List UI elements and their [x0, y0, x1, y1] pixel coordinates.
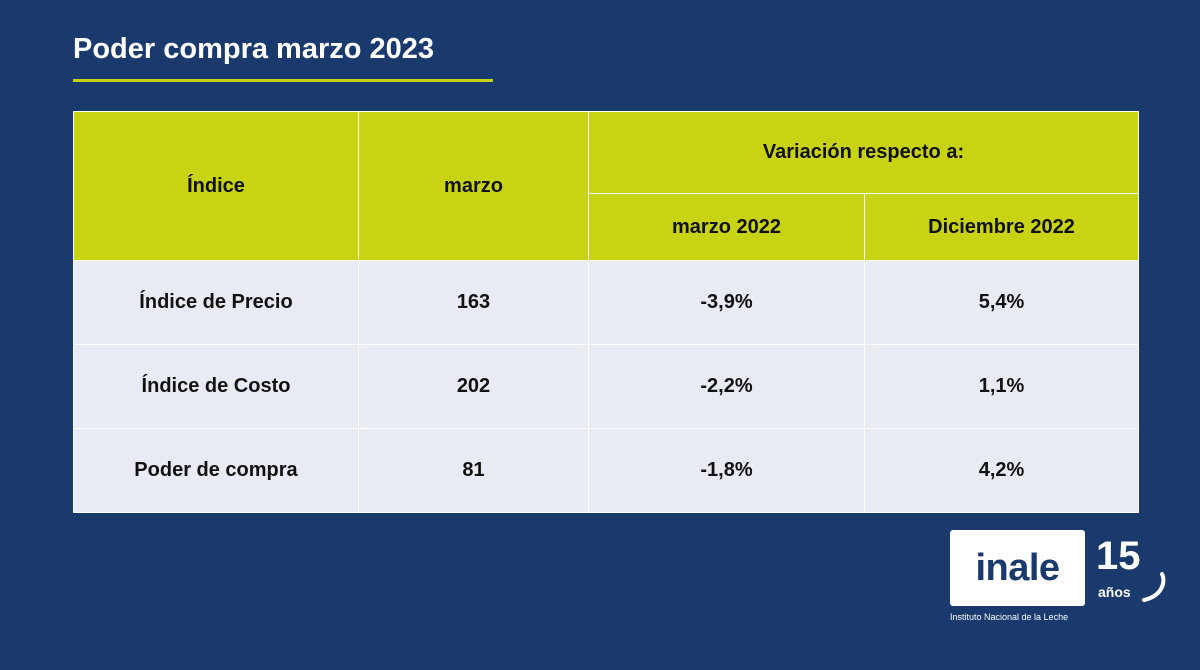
- cell-marzo: 163: [358, 260, 589, 345]
- cell-diciembre-2022: 5,4%: [863, 260, 1140, 345]
- table-row: Poder de compra 81 -1,8% 4,2%: [73, 428, 1140, 513]
- header-diciembre-2022: Diciembre 2022: [863, 193, 1140, 261]
- header-indice: Índice: [73, 111, 359, 261]
- logo-word: inale: [975, 546, 1060, 589]
- table-row: Índice de Costo 202 -2,2% 1,1%: [73, 344, 1140, 429]
- inale-logo: inale: [950, 530, 1085, 606]
- title-underline: [73, 79, 493, 82]
- cell-marzo-2022: -3,9%: [588, 260, 865, 345]
- cell-diciembre-2022: 4,2%: [863, 428, 1140, 513]
- cell-marzo: 81: [358, 428, 589, 513]
- cell-diciembre-2022: 1,1%: [863, 344, 1140, 429]
- page-title: Poder compra marzo 2023: [73, 33, 435, 65]
- table-subheader-row: marzo 2022 Diciembre 2022: [74, 193, 1140, 261]
- purchasing-power-table: Índice marzo Variación respecto a: marzo…: [73, 111, 1140, 513]
- anniversary-years-label: años: [1098, 584, 1131, 600]
- header-marzo: marzo: [358, 111, 589, 261]
- table-row: Índice de Precio 163 -3,9% 5,4%: [73, 260, 1140, 345]
- cell-marzo-2022: -1,8%: [588, 428, 865, 513]
- cell-indice: Índice de Precio: [73, 260, 359, 345]
- cell-marzo: 202: [358, 344, 589, 429]
- cell-indice: Índice de Costo: [73, 344, 359, 429]
- cell-indice: Poder de compra: [73, 428, 359, 513]
- cell-marzo-2022: -2,2%: [588, 344, 865, 429]
- swoosh-icon: [1142, 572, 1166, 602]
- header-marzo-2022: marzo 2022: [588, 193, 865, 261]
- anniversary-number: 15: [1096, 534, 1141, 578]
- header-variacion: Variación respecto a:: [587, 111, 1140, 194]
- table-header-row: Índice marzo Variación respecto a:: [73, 111, 1140, 261]
- logo-caption: Instituto Nacional de la Leche: [950, 612, 1069, 622]
